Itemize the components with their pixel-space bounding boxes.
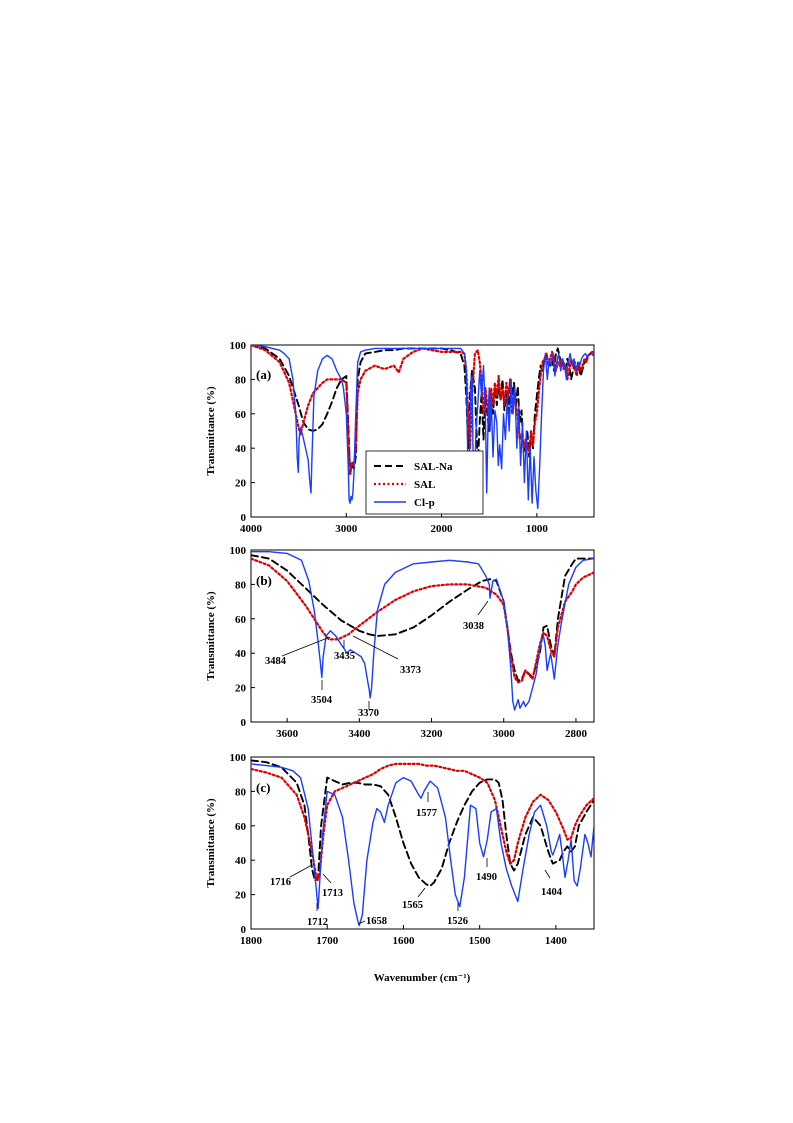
y-tick-label-c: 40 (235, 855, 247, 867)
panel-label-b: (b) (256, 573, 272, 588)
leader-3484 (281, 636, 331, 657)
annotations-c: 1716 1713 1712 1658 1577 1565 1526 1490 … (270, 792, 563, 928)
x-tick-label-c: 1700 (316, 935, 339, 947)
y-tick-label-b: 80 (235, 579, 247, 591)
x-tick-label-b: 2800 (565, 728, 588, 740)
x-tick-label-b: 3000 (493, 728, 516, 740)
y-tick-label-b: 20 (235, 683, 247, 695)
x-tick-label-c: 1800 (240, 935, 263, 947)
leader-3373 (352, 635, 399, 660)
x-tick-label-b: 3400 (348, 728, 371, 740)
annotation-1658: 1658 (366, 916, 387, 927)
annotation-1490: 1490 (476, 872, 497, 883)
y-tick-label-c: 60 (235, 821, 247, 833)
series-line-sal-c (251, 762, 594, 882)
panel-a: 0 20 40 60 80 100 4000 3000 2000 1000 (a) Transmi… (205, 340, 595, 535)
leader-1658 (357, 920, 366, 925)
x-tick-label-a: 2000 (431, 523, 454, 535)
y-axis-title-b: Transmittance (%) (205, 591, 217, 681)
annotation-3504: 3504 (311, 695, 333, 706)
panel-label-a: (a) (256, 367, 271, 382)
annotation-1713: 1713 (322, 888, 343, 899)
y-tick-label-a: 80 (235, 374, 247, 386)
legend-label-sal-na: SAL-Na (414, 461, 453, 473)
series-line-cl-p-a (251, 345, 594, 511)
annotation-1526: 1526 (447, 916, 468, 927)
series-line-sal-na-b (251, 554, 594, 682)
legend: SAL-Na SAL Cl-p (365, 450, 484, 515)
plot-frame-a (250, 344, 595, 518)
y-tick-label-b: 0 (241, 717, 247, 729)
x-tick-label-a: 4000 (240, 523, 263, 535)
leader-1565 (417, 887, 426, 898)
x-tick-label-c: 1600 (392, 935, 415, 947)
annotation-3435: 3435 (334, 651, 355, 662)
leader-3038 (477, 600, 489, 616)
series-line-sal-na-c (251, 759, 594, 887)
annotation-3370: 3370 (358, 708, 379, 719)
x-tick-label-a: 3000 (335, 523, 358, 535)
annotation-3373: 3373 (400, 665, 421, 676)
panel-b: 0 20 40 60 80 100 3600 3400 3200 3000 2800 (b) Tra… (205, 545, 595, 740)
y-tick-label-b: 40 (235, 648, 247, 660)
annotation-1565: 1565 (402, 900, 423, 911)
annotation-1716: 1716 (270, 877, 291, 888)
leader-1713 (322, 873, 332, 884)
annotation-1577: 1577 (416, 808, 437, 819)
legend-label-cl-p: Cl-p (414, 497, 435, 509)
y-tick-label-c: 80 (235, 786, 247, 798)
plot-frame-c (250, 756, 595, 930)
x-tick-label-c: 1400 (545, 935, 568, 947)
y-tick-label-a: 40 (235, 443, 247, 455)
y-tick-label-b: 100 (230, 545, 247, 557)
series-line-cl-p-b (251, 551, 594, 711)
y-tick-label-c: 20 (235, 890, 247, 902)
y-axis-title-c: Transmittance (%) (205, 798, 217, 888)
legend-label-sal: SAL (414, 479, 435, 491)
annotations-b: 3484 3504 3435 3370 3373 3038 (265, 600, 489, 719)
panel-c: 0 20 40 60 80 100 1800 1700 1600 1500 1400 (c) Tra… (205, 752, 595, 984)
annotation-3038: 3038 (463, 621, 484, 632)
annotation-1712: 1712 (307, 917, 328, 928)
series-line-sal-a (251, 345, 594, 476)
x-tick-label-b: 3600 (276, 728, 299, 740)
leader-1716 (289, 864, 313, 878)
series-line-cl-p-c (251, 763, 594, 927)
x-axis-title: Wavenumber (cm⁻¹) (374, 972, 471, 984)
annotation-1404: 1404 (541, 887, 563, 898)
x-tick-label-c: 1500 (469, 935, 492, 947)
y-tick-label-b: 60 (235, 614, 247, 626)
legend-box (365, 450, 484, 515)
y-axis-title-a: Transmittance (%) (205, 386, 217, 476)
x-tick-label-a: 1000 (526, 523, 549, 535)
y-tick-label-c: 100 (230, 752, 247, 764)
panel-label-c: (c) (256, 780, 270, 795)
plot-frame-b (250, 549, 595, 723)
y-tick-label-a: 60 (235, 409, 247, 421)
x-tick-label-b: 3200 (421, 728, 444, 740)
y-tick-label-a: 100 (230, 340, 247, 352)
leader-1404 (544, 869, 551, 879)
y-tick-label-a: 0 (241, 512, 247, 524)
y-tick-label-c: 0 (241, 924, 247, 936)
y-tick-label-a: 20 (235, 478, 247, 490)
annotation-3484: 3484 (265, 656, 287, 667)
